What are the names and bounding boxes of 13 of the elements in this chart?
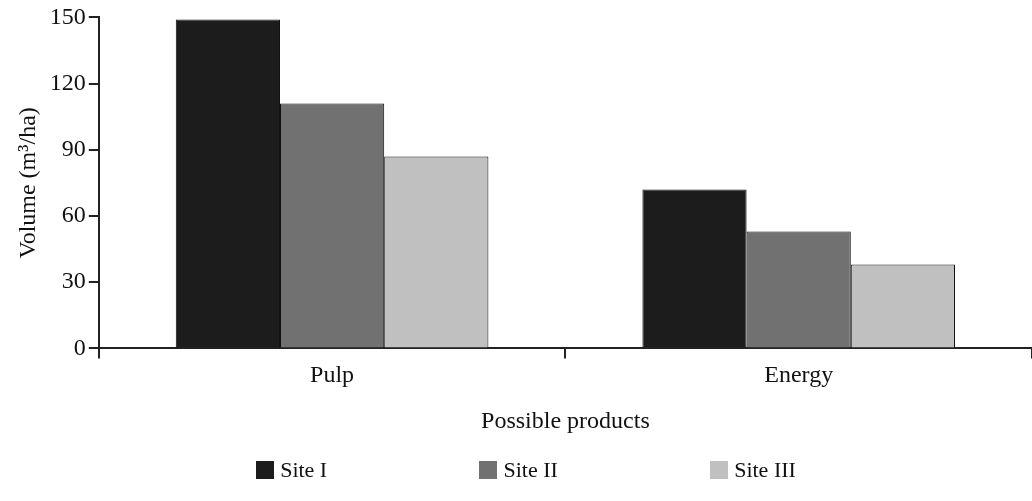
x-tick-label: Energy	[764, 361, 834, 388]
legend-label: Site I	[280, 457, 328, 483]
legend-label: Site III	[734, 457, 796, 483]
legend-label: Site II	[503, 457, 558, 483]
y-tick-label: 150	[49, 2, 86, 29]
y-tick-label: 90	[61, 135, 86, 162]
y-tick-label: 0	[73, 333, 86, 360]
x-axis-title: Possible products	[481, 406, 650, 433]
x-tick-label: Pulp	[310, 361, 355, 388]
y-tick-label: 120	[49, 68, 86, 95]
y-tick-label: 60	[61, 201, 86, 228]
y-axis-title: Volume (m³/ha)	[13, 107, 40, 259]
y-tick-label: 30	[61, 267, 86, 294]
